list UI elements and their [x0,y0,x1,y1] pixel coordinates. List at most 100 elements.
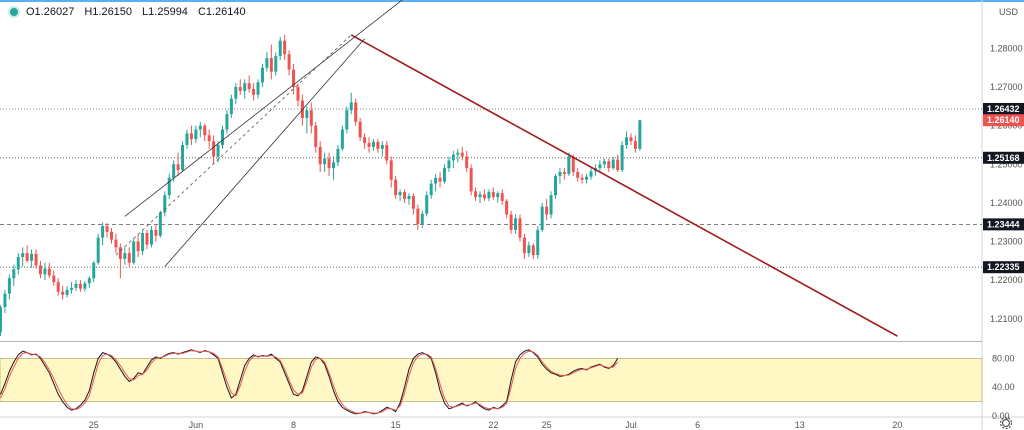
candle-body [110,231,113,240]
price-tick-label: 1.27000 [990,82,1023,92]
candle-body [509,214,513,230]
candle-body [176,164,180,171]
candle-body [247,83,251,89]
candle-body [447,160,451,169]
time-tick-label: 8 [291,420,296,430]
candle-body [78,284,82,289]
candle-body [216,144,220,157]
candle-body [314,125,318,147]
candle-body [172,164,176,178]
gear-icon[interactable] [999,416,1013,430]
trendlines[interactable] [115,0,898,337]
time-tick-label: 6 [695,420,700,430]
candle-body [562,172,566,174]
candle-body [376,141,380,149]
candle-body [554,175,557,196]
candle-body [638,120,642,149]
candle-body [438,177,442,182]
time-tick-label: 13 [795,420,805,430]
candle-body [83,283,87,289]
price-level-label: 1.25168 [987,153,1020,163]
candle-body [616,159,620,171]
candle-body [238,87,242,91]
candle-body [451,154,455,161]
candle-body [65,289,69,295]
candle-body [3,293,7,308]
candle-body [189,133,193,140]
candle-body [274,56,278,72]
candle-body [101,226,105,238]
candle-body [207,135,211,142]
candle-body [607,161,611,169]
candle-body [411,195,415,209]
candle-body [118,247,122,259]
candle-body [336,148,340,163]
candle-body [61,291,65,295]
candle-body [558,172,562,176]
candle-body [332,162,335,169]
candle-body [522,237,526,254]
candle-body [114,239,118,248]
oscillator-axis-ticks: 0.00 40.00 80.00 [992,353,1015,421]
candle-body [482,194,486,199]
candle-body [74,284,78,288]
price-tick-label: 1.21000 [990,314,1023,324]
candle-body [345,110,349,130]
time-tick-label: 25 [542,420,552,430]
ohlc-high: H1.26150 [84,6,133,18]
price-level-label: 1.26432 [987,104,1020,114]
candle-body [123,253,127,259]
price-axis-ticks: 1.210001.220001.230001.240001.250001.260… [990,7,1023,324]
candle-body [38,265,42,275]
trendline-channel-lower[interactable] [164,38,365,267]
candle-body [602,161,606,165]
candle-body [323,158,327,165]
candle-body [576,172,580,178]
candle-body [283,40,287,55]
candle-body [349,102,353,111]
oscillator-tick-label: 80.00 [992,353,1015,363]
candle-body [469,168,473,192]
candle-body [185,133,189,145]
price-tick-label: 1.22000 [990,275,1023,285]
candle-body [52,275,56,283]
price-tick-label: 1.28000 [990,43,1023,53]
candles [0,34,642,337]
candle-body [92,262,96,279]
candle-body [198,125,202,130]
trendline-channel-upper[interactable] [124,0,414,217]
candle-body [629,137,633,142]
candle-body [571,156,575,172]
candle-body [398,192,402,196]
candle-body [12,269,16,279]
time-tick-label: 15 [391,420,401,430]
price-level-tag [983,102,1024,115]
price-level-label: 1.23444 [987,219,1020,229]
candle-body [269,58,273,72]
candle-body [429,183,433,196]
candle-body [87,278,91,284]
candle-body [96,237,100,263]
candle-body [474,191,478,198]
candle-body [380,144,384,149]
stochastic-band [0,358,983,402]
candle-body [141,233,145,252]
candle-body [403,192,407,200]
time-axis: 25 Jun 8 15 22 25 Jul 6 13 20 [89,420,903,430]
candle-body [127,253,131,263]
candle-body [394,179,398,196]
candle-body [407,195,411,200]
candle-body [309,110,313,126]
candle-body [163,195,167,213]
candle-body [167,177,171,196]
candle-body [194,129,198,140]
candle-body [567,156,571,174]
candle-body [518,218,522,238]
trendline-downtrend[interactable] [350,34,898,337]
candle-body [203,125,207,136]
oscillator-tick-label: 0.00 [992,411,1010,421]
price-level-tag [983,261,1024,274]
